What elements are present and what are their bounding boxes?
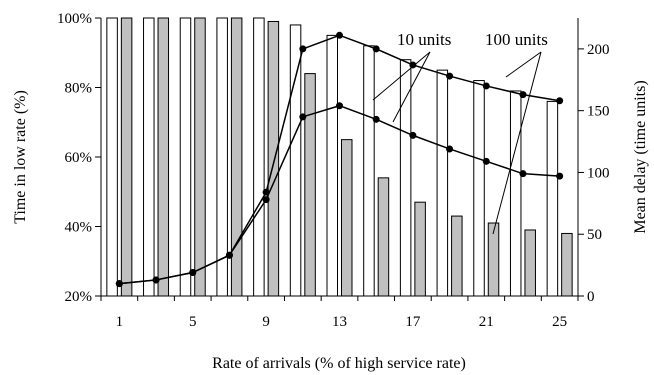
- point-series1-21: [482, 82, 490, 90]
- annotation-leader-line: [372, 51, 431, 101]
- x-axis-title: Rate of arrivals (% of high service rate…: [212, 355, 466, 372]
- x-tick-label: 9: [262, 314, 270, 330]
- lines-layer: [115, 31, 564, 288]
- right-tick-label: 50: [587, 227, 602, 243]
- point-series2-25: [556, 172, 564, 180]
- right-axis-title: Mean delay (time units): [632, 80, 649, 233]
- bar-series2-15: [377, 177, 390, 297]
- bar-series2-1: [120, 17, 133, 297]
- annotation-10-units: 10 units: [397, 30, 451, 49]
- point-series2-5: [189, 269, 197, 277]
- point-series1-17: [409, 61, 417, 69]
- x-tick-label: 21: [479, 314, 494, 330]
- bar-series1-7: [216, 17, 228, 297]
- bar-series1-13: [326, 34, 338, 297]
- annotation-100-units: 100 units: [485, 30, 548, 49]
- point-series2-1: [115, 280, 123, 288]
- bar-series1-17: [399, 59, 412, 297]
- bar-series2-13: [341, 139, 353, 297]
- annotation-leader-line: [492, 51, 542, 235]
- bar-series2-3: [157, 17, 170, 297]
- bar-series1-5: [179, 17, 192, 297]
- x-tick-label: 25: [552, 314, 567, 330]
- point-series2-23: [519, 170, 527, 178]
- bar-series2-19: [451, 215, 463, 297]
- left-axis-title: Time in low rate (%): [12, 90, 29, 224]
- point-series2-17: [409, 131, 417, 139]
- right-tick-label: 150: [587, 104, 610, 120]
- point-series2-3: [152, 276, 160, 284]
- x-tick-label: 17: [405, 314, 421, 330]
- bar-series2-11: [304, 73, 316, 297]
- point-series1-19: [446, 72, 454, 80]
- bar-series2-25: [561, 232, 573, 297]
- right-tick-label: 200: [587, 42, 610, 58]
- point-series1-13: [336, 31, 343, 39]
- right-tick-label: 0: [587, 289, 595, 305]
- left-tick-label: 100%: [57, 11, 92, 27]
- bar-series1-21: [473, 80, 485, 297]
- left-tick-label: 40%: [65, 220, 93, 236]
- left-tick-label: 20%: [65, 289, 93, 305]
- bar-series2-9: [267, 20, 280, 297]
- axes-layer: 20% 40% 60% 80% 100% 0 50 100 150 200 1 5 9 13 17 21 25: [57, 11, 610, 330]
- point-series2-9: [262, 196, 270, 204]
- x-tick-label: 13: [332, 314, 347, 330]
- bar-series1-19: [436, 69, 449, 297]
- point-series1-15: [372, 45, 380, 53]
- bar-series1-3: [143, 17, 155, 297]
- bar-series1-15: [363, 45, 375, 297]
- point-series2-7: [225, 251, 233, 259]
- bar-series2-5: [194, 17, 206, 297]
- bar-series1-9: [253, 17, 265, 297]
- x-tick-label: 1: [116, 314, 124, 330]
- bars-layer: [106, 17, 573, 297]
- point-series1-23: [519, 91, 527, 99]
- bar-series1-25: [546, 100, 559, 297]
- annotation-leader-line: [505, 51, 542, 78]
- bar-series1-1: [106, 17, 118, 297]
- point-series2-13: [336, 102, 343, 110]
- point-series2-11: [299, 113, 307, 121]
- left-tick-label: 60%: [65, 150, 93, 166]
- point-series2-19: [446, 145, 454, 153]
- point-series1-25: [556, 97, 564, 105]
- bar-series1-23: [509, 90, 522, 297]
- point-series2-21: [482, 157, 490, 165]
- left-tick-label: 80%: [65, 81, 93, 97]
- bar-series2-17: [414, 201, 426, 297]
- x-tick-label: 5: [189, 314, 197, 330]
- right-tick-label: 100: [587, 165, 610, 181]
- annotation-leader-line: [392, 51, 431, 123]
- annotations-layer: [372, 51, 542, 235]
- point-series1-11: [299, 45, 307, 53]
- bar-series2-23: [524, 229, 536, 297]
- bar-series2-7: [230, 17, 243, 297]
- point-series2-15: [372, 115, 380, 123]
